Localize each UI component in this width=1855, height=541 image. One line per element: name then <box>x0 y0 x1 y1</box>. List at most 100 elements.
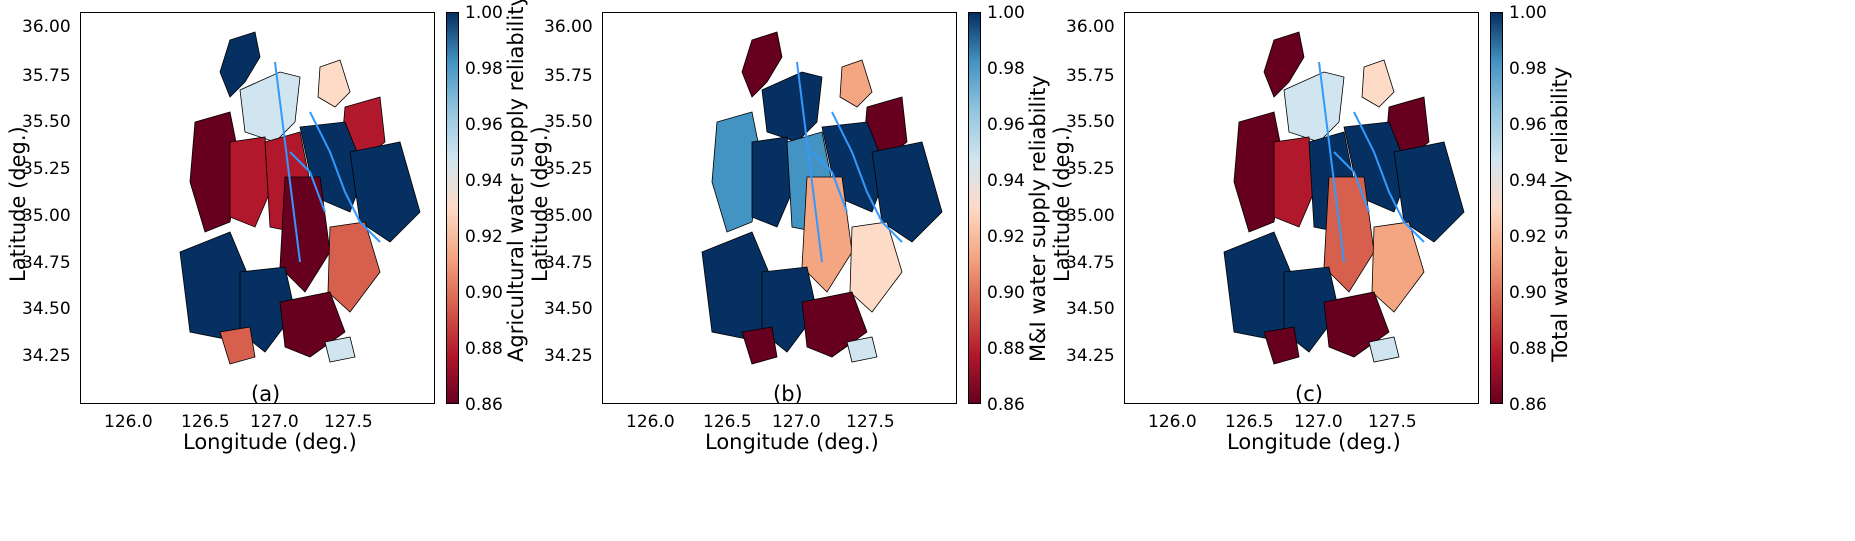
river-line <box>289 151 326 213</box>
y-axis-label-c: Latitude (deg.) <box>1050 126 1074 282</box>
y-tick: 34.50 <box>22 299 71 319</box>
region-east <box>1393 141 1465 243</box>
region-nw-north <box>1263 31 1305 98</box>
cbar-tick: 1.00 <box>1509 3 1547 23</box>
cbar-tick: 0.88 <box>987 339 1025 359</box>
y-tick: 36.00 <box>1066 17 1115 37</box>
map-group <box>179 31 421 365</box>
y-tick: 35.25 <box>1066 159 1115 179</box>
river-line <box>1333 151 1370 213</box>
river-line <box>274 61 301 263</box>
region-south-mid <box>1323 176 1375 293</box>
river-line <box>309 111 381 243</box>
region-island-s <box>219 326 256 365</box>
x-tick: 126.0 <box>104 412 153 432</box>
y-tick: 35.75 <box>1066 66 1115 86</box>
y-tick: 36.00 <box>22 17 71 37</box>
cbar-tick: 0.92 <box>465 227 503 247</box>
map-regions-c <box>1223 31 1465 365</box>
x-tick: 126.5 <box>1225 412 1274 432</box>
panel-tag-c: (c) <box>1295 382 1323 406</box>
panel-tag-a: (a) <box>251 382 281 406</box>
colorbar-c <box>1490 12 1503 404</box>
cbar-tick: 1.00 <box>465 3 503 23</box>
river-line <box>1353 111 1425 243</box>
river-line <box>796 61 823 263</box>
region-south-center <box>239 266 296 353</box>
cbar-tick: 0.92 <box>1509 227 1547 247</box>
river-line <box>831 111 903 243</box>
x-axis-label-a: Longitude (deg.) <box>183 430 357 454</box>
panel-tag-b: (b) <box>773 382 803 406</box>
panel-b: 36.00 35.75 35.50 35.25 35.00 34.75 34.5… <box>522 0 1142 541</box>
region-nw-north <box>219 31 261 98</box>
cbar-tick: 0.88 <box>1509 339 1547 359</box>
x-tick: 126.0 <box>1148 412 1197 432</box>
y-axis-label-b: Latitude (deg.) <box>528 126 552 282</box>
x-tick: 127.0 <box>772 412 821 432</box>
region-north-basin <box>239 71 301 143</box>
x-axis-label-b: Longitude (deg.) <box>705 430 879 454</box>
cbar-tick: 0.90 <box>1509 283 1547 303</box>
region-south-mid <box>279 176 331 293</box>
colorbar-b <box>968 12 981 404</box>
y-axis-label-a: Latitude (deg.) <box>6 126 30 282</box>
y-tick: 34.25 <box>22 346 71 366</box>
x-axis-label-c: Longitude (deg.) <box>1227 430 1401 454</box>
cbar-tick: 0.88 <box>465 339 503 359</box>
region-east <box>349 141 421 243</box>
cbar-tick: 0.90 <box>987 283 1025 303</box>
region-ne-small <box>317 59 351 108</box>
y-tick: 34.75 <box>544 253 593 273</box>
region-south-center <box>761 266 818 353</box>
y-tick: 34.50 <box>544 299 593 319</box>
y-tick: 35.00 <box>1066 206 1115 226</box>
region-south-east <box>1371 221 1425 313</box>
region-central-west <box>229 136 271 228</box>
y-tick: 35.50 <box>22 112 71 132</box>
region-ne-small <box>1361 59 1395 108</box>
river-line <box>1318 61 1345 263</box>
region-island-s <box>1263 326 1300 365</box>
y-tick: 35.00 <box>544 206 593 226</box>
y-tick: 35.00 <box>22 206 71 226</box>
x-tick: 126.5 <box>703 412 752 432</box>
x-tick: 127.5 <box>324 412 373 432</box>
region-island-se <box>1368 336 1400 363</box>
cbar-tick: 0.94 <box>1509 171 1547 191</box>
region-island-s <box>741 326 778 365</box>
x-tick: 126.5 <box>181 412 230 432</box>
y-tick: 35.25 <box>544 159 593 179</box>
y-tick: 35.75 <box>544 66 593 86</box>
region-island-se <box>846 336 878 363</box>
map-group <box>701 31 943 365</box>
y-tick: 35.75 <box>22 66 71 86</box>
y-tick: 34.50 <box>1066 299 1115 319</box>
colorbar-a <box>446 12 459 404</box>
panel-c: 36.00 35.75 35.50 35.25 35.00 34.75 34.5… <box>1044 0 1664 541</box>
y-tick: 34.25 <box>1066 346 1115 366</box>
map-regions-b <box>701 31 943 365</box>
cbar-tick: 0.92 <box>987 227 1025 247</box>
cbar-tick: 0.86 <box>1509 395 1547 415</box>
x-tick: 127.0 <box>250 412 299 432</box>
river-line <box>811 151 848 213</box>
region-south-east <box>849 221 903 313</box>
cbar-tick: 0.98 <box>987 59 1025 79</box>
region-central-west <box>751 136 793 228</box>
cbar-tick: 0.86 <box>465 395 503 415</box>
y-tick: 35.50 <box>1066 112 1115 132</box>
cbar-tick: 0.96 <box>465 115 503 135</box>
cbar-tick: 0.98 <box>465 59 503 79</box>
cbar-tick: 0.96 <box>1509 115 1547 135</box>
x-tick: 127.5 <box>1368 412 1417 432</box>
region-north-basin <box>761 71 823 143</box>
region-nw-north <box>741 31 783 98</box>
cbar-tick: 0.96 <box>987 115 1025 135</box>
y-tick: 34.75 <box>22 253 71 273</box>
region-ne-small <box>839 59 873 108</box>
region-south-center <box>1283 266 1340 353</box>
panel-a: 36.00 35.75 35.50 35.25 35.00 34.75 34.5… <box>0 0 620 541</box>
cbar-tick: 1.00 <box>987 3 1025 23</box>
colorbar-label-c: Total water supply reliability <box>1548 66 1572 362</box>
